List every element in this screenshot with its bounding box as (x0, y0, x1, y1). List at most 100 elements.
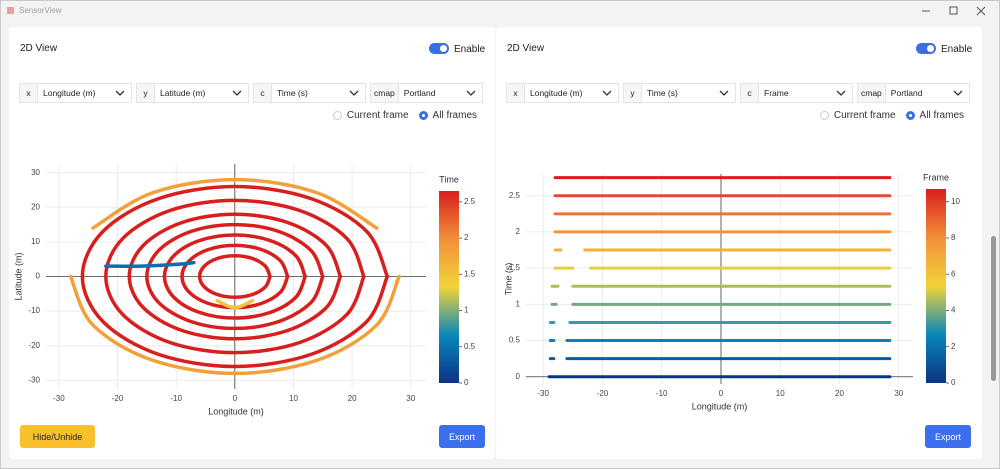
selector-key: x (507, 84, 525, 102)
radio[interactable]: Current frame (819, 110, 896, 121)
close-button[interactable] (976, 6, 986, 16)
selector-value: Time (s) (647, 88, 678, 98)
colorbar-tick-label: 0 (464, 378, 469, 387)
chevron (349, 90, 359, 96)
window-controls (7, 6, 986, 16)
y-tick-label: 2 (516, 227, 521, 236)
chevron (232, 90, 242, 96)
selector[interactable]: cmap Portland (857, 83, 970, 103)
radio[interactable]: All frames (905, 110, 964, 121)
y-tick-label: -30 (28, 375, 40, 384)
chevron (115, 90, 125, 96)
selector-key: cmap (371, 84, 399, 102)
x-tick-label: 10 (776, 389, 785, 398)
colorbar-tick-label: 2 (464, 233, 469, 242)
series-line (80, 184, 390, 369)
selector[interactable]: c Frame (740, 83, 853, 103)
export-button[interactable]: Export (439, 425, 485, 448)
radio-dot (819, 111, 829, 120)
selector-key: cmap (858, 84, 886, 102)
selector-row: x Longitude (m) y Latitude (m) c Time (s) c… (19, 83, 483, 103)
y-tick-label: 0 (516, 372, 521, 381)
series-line (180, 243, 290, 310)
y-tick-label: -10 (28, 306, 40, 315)
maximize-button[interactable] (949, 6, 958, 15)
colorbar-tick-label: 6 (951, 269, 956, 278)
app-icon (7, 7, 14, 14)
toggle[interactable] (916, 43, 936, 54)
selector-value: Portland (890, 88, 923, 98)
series-line (127, 212, 343, 341)
plot: -30 -20 -10 0 10 20 30-30-20-100102030Longitud… (13, 164, 476, 416)
x-tick-label: 20 (348, 394, 357, 403)
colorbar-title: Time (439, 174, 459, 184)
selector-key: y (624, 84, 642, 102)
selector-value: Longitude (m) (530, 88, 583, 98)
hide-button[interactable]: Hide/Unhide (20, 425, 95, 448)
x-axis-label: Longitude (m) (208, 406, 264, 416)
panel-header: 2D View (20, 43, 58, 54)
colorbar-tick-label: 10 (951, 197, 960, 206)
colorbar-tick-label: 4 (951, 306, 956, 315)
series-line (162, 233, 307, 320)
x-tick-label: 20 (835, 389, 844, 398)
chevron (466, 90, 476, 96)
colorbar-title: Frame (923, 172, 949, 182)
y-tick-label: 20 (31, 202, 40, 211)
colorbar-tick-label: 1 (464, 306, 469, 315)
selector[interactable]: y Latitude (m) (136, 83, 249, 103)
selector[interactable]: y Time (s) (623, 83, 736, 103)
export-button[interactable]: Export (925, 425, 971, 448)
selector[interactable]: c Time (s) (253, 83, 366, 103)
x-tick-label: -20 (112, 394, 124, 403)
x-tick-label: 0 (719, 389, 724, 398)
series-line (145, 222, 325, 331)
x-tick-label: -30 (53, 394, 65, 403)
series-line (215, 298, 255, 310)
title-bar: SensorView (1, 1, 999, 21)
chevron (602, 90, 612, 96)
x-tick-label: -20 (597, 389, 609, 398)
series-group (547, 176, 892, 379)
toggle-label: Enable (454, 44, 486, 55)
toggle[interactable] (429, 43, 449, 54)
x-tick-label: 30 (894, 389, 903, 398)
x-axis-label: Longitude (m) (692, 401, 748, 411)
scrollbar[interactable] (991, 236, 996, 381)
series-line (104, 198, 366, 355)
y-tick-label: -20 (28, 341, 40, 350)
series-line (68, 177, 401, 376)
selector-key: c (741, 84, 759, 102)
radio-label: All frames (919, 110, 964, 121)
selector[interactable]: x Longitude (m) (506, 83, 619, 103)
y-axis-label: Latitude (m) (13, 252, 23, 300)
radio[interactable]: All frames (418, 110, 477, 121)
selector-value: Frame (764, 88, 789, 98)
selector-row: x Longitude (m) y Time (s) c Frame cmap Port… (506, 83, 970, 103)
radio-label: Current frame (346, 110, 409, 121)
radio-dot (332, 111, 342, 120)
selector-value: Time (s) (277, 88, 308, 98)
chevron (719, 90, 729, 96)
selector[interactable]: x Longitude (m) (19, 83, 132, 103)
y-tick-label: 1 (516, 299, 521, 308)
y-tick-label: 10 (31, 237, 40, 246)
selector-key: c (254, 84, 272, 102)
x-tick-label: 0 (233, 394, 238, 403)
x-tick-label: -10 (170, 394, 182, 403)
radio-group: Current frame All frames (819, 110, 964, 121)
toggle-label: Enable (941, 44, 973, 55)
toggle-knob (440, 45, 447, 52)
selector-value: Latitude (m) (160, 88, 206, 98)
y-tick-label: 1.5 (509, 263, 521, 272)
colorbar-tick-label: 1.5 (464, 269, 476, 278)
colorbar-tick-label: 2 (951, 342, 956, 351)
colorbar (926, 189, 946, 383)
radio-label: All frames (432, 110, 477, 121)
radio[interactable]: Current frame (332, 110, 409, 121)
chevron (836, 90, 846, 96)
selector[interactable]: cmap Portland (370, 83, 483, 103)
series-group (68, 177, 401, 376)
radio-label: Current frame (833, 110, 896, 121)
